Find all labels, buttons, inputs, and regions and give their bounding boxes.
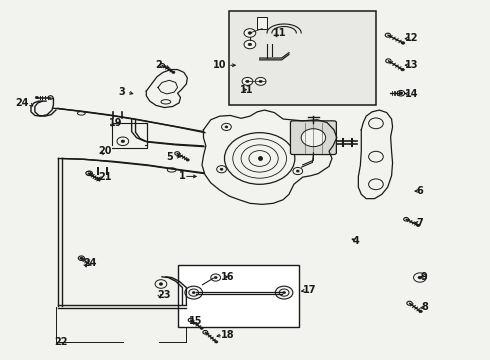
Text: 15: 15: [189, 316, 202, 325]
Circle shape: [368, 151, 383, 162]
Text: 10: 10: [213, 60, 226, 70]
Circle shape: [416, 224, 419, 226]
Circle shape: [86, 171, 93, 176]
Circle shape: [200, 327, 203, 329]
Circle shape: [175, 152, 180, 155]
Circle shape: [283, 292, 286, 294]
Text: 2: 2: [155, 60, 162, 70]
Text: 13: 13: [405, 60, 419, 70]
Circle shape: [385, 33, 391, 37]
Text: 21: 21: [98, 172, 112, 182]
Text: 19: 19: [109, 118, 122, 128]
Bar: [257, 17, 268, 29]
Circle shape: [242, 77, 253, 85]
Circle shape: [155, 280, 167, 288]
Circle shape: [117, 137, 129, 145]
Text: 24: 24: [16, 98, 29, 108]
Ellipse shape: [161, 100, 171, 104]
Circle shape: [275, 286, 293, 299]
Circle shape: [296, 170, 299, 172]
Circle shape: [88, 172, 91, 175]
Circle shape: [217, 166, 226, 173]
Text: 1: 1: [179, 171, 185, 181]
Circle shape: [419, 310, 422, 312]
Circle shape: [293, 167, 303, 175]
Circle shape: [211, 274, 220, 281]
Text: 23: 23: [157, 291, 171, 301]
Circle shape: [189, 289, 198, 296]
Circle shape: [397, 90, 405, 96]
Text: 14: 14: [405, 89, 419, 99]
Text: 11: 11: [273, 28, 287, 38]
Text: 8: 8: [421, 302, 428, 312]
Circle shape: [401, 42, 405, 44]
Bar: [229, 12, 376, 105]
Circle shape: [246, 80, 249, 82]
Ellipse shape: [167, 168, 176, 172]
Circle shape: [301, 129, 326, 147]
Circle shape: [248, 43, 252, 46]
Circle shape: [172, 71, 175, 73]
Circle shape: [203, 330, 208, 334]
Text: 16: 16: [220, 272, 234, 282]
Text: 4: 4: [352, 236, 359, 246]
Circle shape: [192, 292, 195, 294]
Circle shape: [244, 40, 256, 49]
Text: 17: 17: [303, 285, 316, 296]
FancyBboxPatch shape: [291, 121, 336, 154]
Circle shape: [221, 123, 231, 131]
Text: 11: 11: [240, 85, 254, 95]
Circle shape: [78, 256, 84, 261]
Circle shape: [255, 77, 266, 85]
Circle shape: [188, 318, 193, 322]
Text: 6: 6: [416, 186, 423, 196]
Text: 12: 12: [405, 33, 419, 43]
Text: 5: 5: [166, 152, 172, 162]
Circle shape: [121, 140, 124, 143]
Circle shape: [244, 29, 256, 37]
Text: 7: 7: [416, 218, 423, 228]
Circle shape: [214, 276, 217, 279]
Circle shape: [399, 92, 403, 95]
Circle shape: [160, 64, 165, 67]
Circle shape: [418, 276, 422, 279]
Circle shape: [368, 179, 383, 190]
Circle shape: [401, 68, 404, 71]
Circle shape: [386, 59, 391, 63]
Circle shape: [215, 341, 218, 343]
Text: 24: 24: [83, 258, 96, 268]
Circle shape: [404, 217, 409, 221]
Circle shape: [248, 32, 252, 34]
Text: 18: 18: [220, 330, 234, 340]
Circle shape: [159, 283, 163, 285]
Circle shape: [220, 168, 223, 170]
Circle shape: [225, 126, 228, 128]
Circle shape: [407, 301, 412, 305]
Text: 20: 20: [98, 145, 112, 156]
Circle shape: [185, 286, 202, 299]
Circle shape: [86, 171, 91, 175]
Bar: [177, 265, 299, 327]
Text: 3: 3: [119, 87, 125, 97]
Circle shape: [186, 159, 189, 161]
Circle shape: [48, 96, 53, 99]
Circle shape: [80, 257, 83, 259]
Circle shape: [414, 273, 426, 282]
Text: 22: 22: [54, 337, 68, 347]
Circle shape: [259, 80, 262, 82]
Circle shape: [279, 289, 289, 296]
Circle shape: [97, 179, 100, 181]
Ellipse shape: [77, 112, 85, 115]
Circle shape: [35, 96, 38, 99]
Circle shape: [368, 118, 383, 129]
Text: 9: 9: [421, 272, 428, 282]
